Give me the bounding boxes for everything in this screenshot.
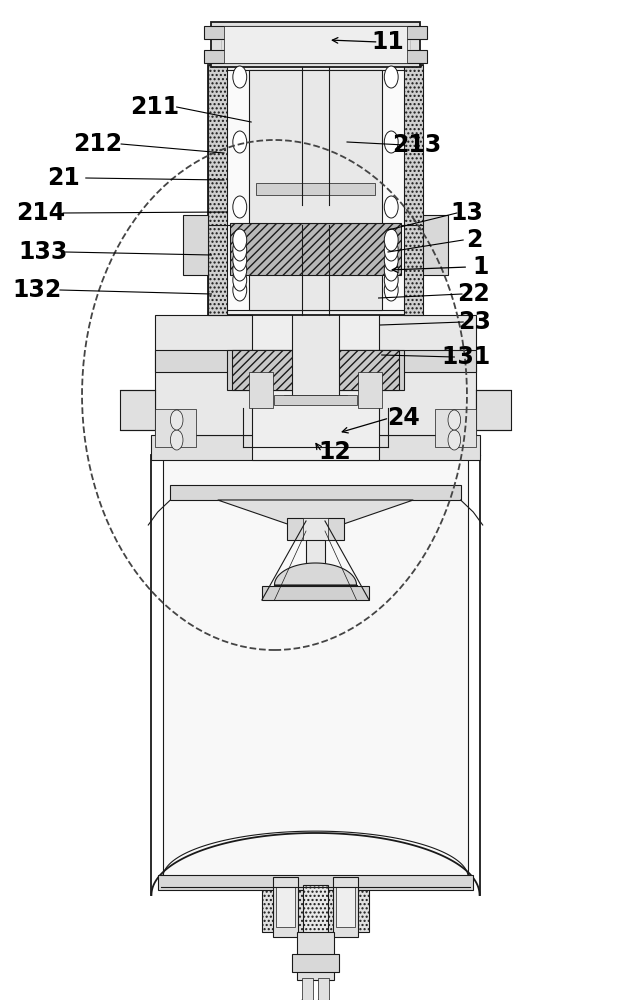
- Circle shape: [233, 259, 247, 281]
- Text: 212: 212: [73, 132, 122, 156]
- Text: 211: 211: [130, 95, 179, 119]
- Text: 21: 21: [47, 166, 80, 190]
- Circle shape: [233, 269, 247, 291]
- Bar: [208, 65, 423, 315]
- Circle shape: [448, 430, 461, 450]
- Bar: [358, 372, 382, 408]
- Bar: [211, 22, 420, 67]
- Bar: [120, 390, 155, 430]
- Bar: [276, 887, 295, 927]
- Bar: [476, 390, 511, 430]
- Polygon shape: [274, 563, 357, 585]
- Bar: [259, 240, 372, 260]
- Text: 214: 214: [16, 201, 66, 225]
- Bar: [158, 875, 473, 890]
- Bar: [224, 26, 407, 63]
- Bar: [155, 350, 476, 372]
- Circle shape: [384, 131, 398, 153]
- Circle shape: [233, 279, 247, 301]
- Bar: [292, 954, 339, 972]
- Bar: [302, 978, 313, 1000]
- Bar: [297, 932, 334, 980]
- Bar: [155, 409, 196, 447]
- Text: 12: 12: [318, 440, 351, 464]
- Bar: [262, 586, 369, 600]
- Bar: [249, 70, 382, 223]
- Text: 13: 13: [451, 201, 483, 225]
- Circle shape: [233, 239, 247, 261]
- Bar: [256, 183, 375, 195]
- Bar: [303, 885, 328, 947]
- Bar: [155, 315, 476, 435]
- Bar: [292, 285, 339, 400]
- Bar: [230, 223, 401, 275]
- Bar: [249, 225, 382, 310]
- Bar: [204, 50, 427, 63]
- Bar: [336, 887, 355, 927]
- Circle shape: [384, 269, 398, 291]
- Circle shape: [233, 229, 247, 251]
- Bar: [423, 215, 448, 275]
- Circle shape: [170, 430, 183, 450]
- Bar: [287, 518, 344, 540]
- Bar: [208, 65, 227, 315]
- Bar: [306, 540, 325, 580]
- Circle shape: [448, 410, 461, 430]
- Bar: [303, 518, 328, 540]
- Text: 11: 11: [372, 30, 404, 54]
- Bar: [224, 70, 407, 310]
- Bar: [273, 877, 298, 937]
- Text: 1: 1: [473, 255, 489, 279]
- Circle shape: [384, 229, 398, 251]
- Circle shape: [384, 259, 398, 281]
- Text: 23: 23: [458, 310, 491, 334]
- Bar: [318, 978, 329, 1000]
- Circle shape: [233, 196, 247, 218]
- Bar: [404, 65, 423, 315]
- Bar: [435, 409, 476, 447]
- Text: 22: 22: [457, 282, 490, 306]
- Polygon shape: [218, 500, 413, 525]
- Circle shape: [384, 249, 398, 271]
- Text: 132: 132: [12, 278, 61, 302]
- Circle shape: [170, 410, 183, 430]
- Circle shape: [233, 66, 247, 88]
- Bar: [163, 445, 468, 885]
- Circle shape: [384, 66, 398, 88]
- Bar: [204, 26, 427, 39]
- Bar: [227, 350, 404, 390]
- Bar: [232, 350, 399, 390]
- Bar: [262, 885, 369, 932]
- Circle shape: [233, 249, 247, 271]
- Bar: [249, 372, 273, 408]
- Text: 2: 2: [466, 228, 483, 252]
- Circle shape: [233, 131, 247, 153]
- Bar: [333, 877, 358, 937]
- Text: 24: 24: [387, 406, 420, 430]
- Circle shape: [384, 196, 398, 218]
- Bar: [274, 395, 357, 405]
- Text: 133: 133: [18, 240, 68, 264]
- Text: 213: 213: [392, 133, 441, 157]
- Bar: [170, 485, 461, 500]
- Bar: [183, 215, 208, 275]
- Bar: [252, 305, 379, 460]
- Circle shape: [384, 239, 398, 261]
- Text: 131: 131: [441, 345, 490, 369]
- Bar: [151, 435, 480, 460]
- Circle shape: [384, 279, 398, 301]
